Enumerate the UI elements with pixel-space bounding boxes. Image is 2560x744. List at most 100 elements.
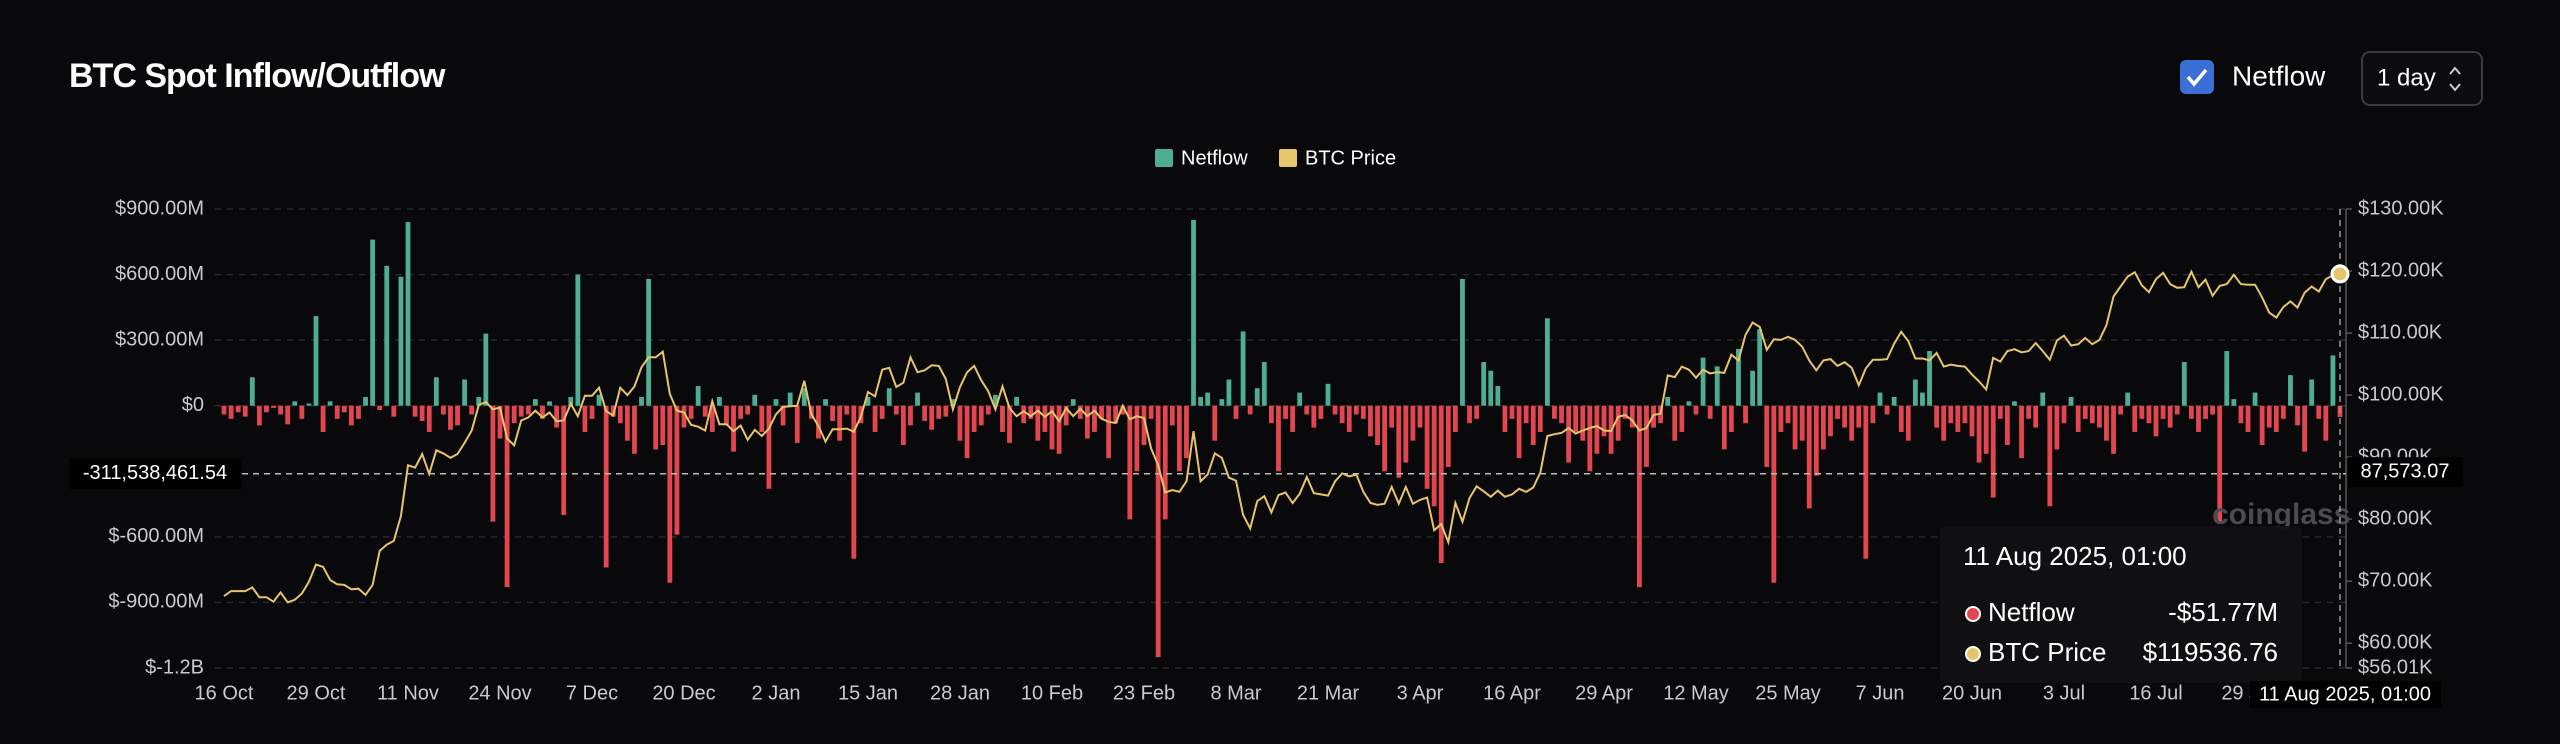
netflow-bar (455, 405, 460, 426)
netflow-bar (1757, 329, 1763, 406)
netflow-bar (2302, 405, 2308, 452)
netflow-bar (2245, 405, 2251, 432)
netflow-bar (1587, 405, 1593, 472)
checkbox-label: Netflow (2232, 60, 2326, 91)
netflow-bar (2089, 405, 2095, 424)
netflow-bar (1176, 405, 1182, 472)
netflow-bar (1205, 392, 1211, 406)
y2-tick-label: $56.01K (2358, 656, 2433, 678)
netflow-bar (1509, 405, 1515, 419)
netflow-bar (1700, 357, 1706, 406)
netflow-bar (348, 405, 354, 426)
netflow-bar (1615, 405, 1621, 441)
netflow-bar (1049, 405, 1055, 450)
netflow-bar (1778, 405, 1784, 432)
netflow-bar (745, 405, 751, 415)
netflow-bar (2075, 405, 2081, 432)
netflow-bar (1467, 405, 1472, 424)
netflow-bar (1474, 405, 1480, 419)
netflow-bar (596, 394, 602, 406)
netflow-bar (1254, 388, 1260, 406)
netflow-bar (801, 388, 807, 406)
netflow-bar (823, 399, 828, 406)
netflow-bar (1042, 405, 1048, 432)
interval-select[interactable]: 1 day (2361, 51, 2483, 106)
netflow-bar (787, 392, 793, 406)
netflow-bar (1219, 399, 1225, 406)
tooltip-dot (1965, 646, 1981, 662)
y-tick-label: $0 (182, 394, 204, 416)
netflow-bar (1523, 405, 1529, 424)
netflow-bar (2125, 392, 2131, 406)
netflow-bar (1276, 405, 1281, 472)
netflow-bar (1679, 405, 1685, 432)
netflow-bar (1559, 405, 1564, 424)
checkbox[interactable] (2180, 60, 2214, 94)
netflow-bar (1962, 405, 1968, 424)
netflow-bar (1856, 405, 1862, 428)
netflow-bar (2104, 405, 2109, 441)
netflow-bar (716, 396, 722, 406)
netflow-bar (632, 405, 637, 454)
netflow-bar (1212, 405, 1218, 441)
netflow-bar (2132, 405, 2138, 432)
netflow-bar (1226, 379, 1232, 406)
netflow-bar (1268, 405, 1274, 424)
netflow-bar (327, 401, 333, 406)
netflow-bar (773, 399, 779, 406)
netflow-bar (1771, 405, 1777, 583)
crosshair-x-box (2250, 681, 2441, 708)
netflow-bar (1113, 405, 1119, 424)
netflow-bar (1941, 405, 1947, 441)
netflow-bar (2273, 405, 2279, 432)
y-tick-label: $-600.00M (108, 525, 204, 547)
x-tick-label: 3 Jul (2043, 682, 2085, 704)
crosshair-y-box (69, 458, 242, 489)
tooltip-name: Netflow (1988, 597, 2075, 627)
netflow-bar (1127, 405, 1133, 520)
netflow-bar (1877, 392, 1883, 406)
netflow-toggle[interactable]: Netflow (2180, 60, 2326, 94)
netflow-bar (2040, 392, 2046, 406)
netflow-bar (837, 405, 843, 441)
netflow-bar (2181, 362, 2187, 406)
netflow-bar (462, 379, 468, 406)
netflow-bar (1976, 405, 1982, 463)
netflow-bar (1601, 405, 1607, 437)
netflow-bar (1389, 405, 1395, 428)
netflow-bar (794, 405, 800, 443)
netflow-bar (1990, 405, 1996, 498)
netflow-bar (1693, 405, 1699, 415)
tooltip-dot (1965, 606, 1981, 622)
netflow-bar (1169, 405, 1175, 426)
netflow-bar (2111, 405, 2116, 454)
netflow-bar (2196, 405, 2201, 432)
chart-title: BTC Spot Inflow/Outflow (69, 57, 446, 95)
netflow-bar (1035, 405, 1041, 441)
netflow-bar (1920, 392, 1925, 406)
y2-tick-label: $80.00K (2358, 507, 2433, 529)
netflow-bar (1261, 362, 1267, 406)
netflow-bar (1304, 405, 1310, 415)
y2-tick-label: $70.00K (2358, 569, 2433, 591)
netflow-bar (1290, 405, 1296, 432)
select-arrows (2449, 66, 2461, 92)
netflow-bar (2203, 405, 2208, 419)
netflow-bar (1502, 405, 1508, 432)
netflow-bar (1297, 392, 1303, 406)
netflow-bar (1566, 405, 1572, 463)
select-box[interactable] (2361, 51, 2483, 106)
netflow-bar (2026, 405, 2032, 419)
netflow-bar (1452, 405, 1458, 432)
x-tick-label: 25 May (1755, 682, 1821, 704)
netflow-bar (575, 274, 581, 406)
x-tick-label: 20 Jun (1942, 682, 2002, 704)
y2-tick-label: $130.00K (2358, 197, 2444, 219)
netflow-bar (391, 405, 397, 417)
netflow-bar (1403, 405, 1409, 463)
x-tick-label: 11 Nov (377, 682, 439, 704)
netflow-bar (1594, 405, 1600, 454)
netflow-bar (1141, 405, 1147, 446)
tooltip-title: 11 Aug 2025, 01:00 (1963, 541, 2187, 571)
